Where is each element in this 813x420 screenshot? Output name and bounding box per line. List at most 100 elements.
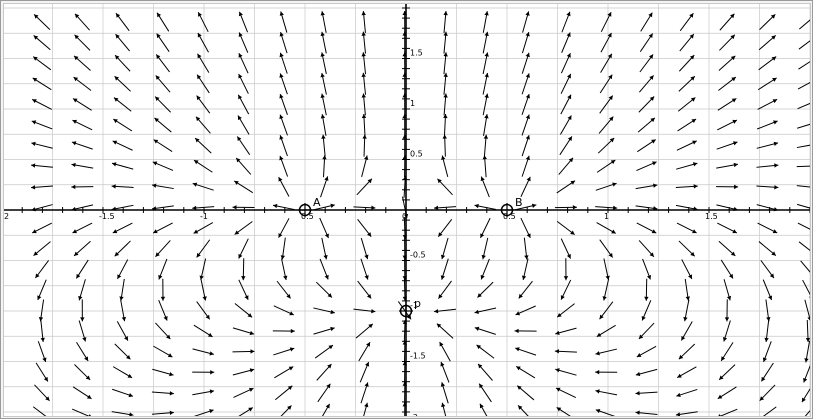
field-arrow <box>237 137 249 155</box>
field-arrowhead <box>170 391 174 395</box>
field-arrow <box>274 306 294 315</box>
field-arrow <box>281 238 286 260</box>
point-b[interactable]: B <box>500 196 523 217</box>
field-arrow <box>72 120 92 130</box>
field-arrow <box>604 258 610 280</box>
field-arrowhead <box>152 184 156 188</box>
field-arrow <box>195 138 211 153</box>
field-arrow <box>321 135 325 157</box>
field-arrowhead <box>122 317 126 321</box>
field-arrow <box>598 138 614 153</box>
field-arrowhead <box>330 327 334 331</box>
field-arrow <box>279 115 287 136</box>
field-arrowhead <box>157 34 161 39</box>
x-tick-label: 1.5 <box>705 212 718 221</box>
field-arrow <box>320 259 329 279</box>
field-arrow <box>721 342 733 361</box>
field-arrow <box>71 163 93 168</box>
field-arrow <box>636 391 658 395</box>
x-tick-label: 1 <box>604 212 609 221</box>
field-arrow <box>676 162 697 169</box>
field-arrow <box>321 176 329 197</box>
field-arrow <box>273 204 295 210</box>
field-arrowhead <box>595 370 599 374</box>
field-arrow <box>74 364 90 379</box>
field-arrow <box>72 223 92 233</box>
field-arrow <box>555 368 576 375</box>
field-arrow <box>561 239 571 259</box>
field-arrow <box>319 404 330 416</box>
field-arrow <box>115 241 131 256</box>
field-arrow <box>679 344 695 359</box>
field-arrowhead <box>515 329 519 333</box>
field-arrow <box>198 54 209 73</box>
field-arrow <box>194 160 212 172</box>
field-arrow <box>682 259 692 279</box>
field-arrow <box>112 162 133 169</box>
field-arrow <box>483 155 487 177</box>
field-arrow <box>757 142 778 149</box>
field-arrow <box>801 405 810 416</box>
field-arrowhead <box>653 183 657 187</box>
field-arrowhead <box>233 205 237 209</box>
field-arrow <box>161 279 165 301</box>
field-arrow <box>639 240 654 256</box>
field-arrow <box>239 280 249 300</box>
field-arrow <box>679 241 695 256</box>
field-arrow <box>717 120 737 130</box>
field-arrow <box>274 367 293 378</box>
field-arrow <box>676 412 698 416</box>
field-arrowhead <box>636 372 640 376</box>
field-arrowhead <box>484 135 488 139</box>
field-arrow-shaft <box>797 166 810 167</box>
field-arrow <box>597 325 616 336</box>
point-a[interactable]: A <box>298 196 321 217</box>
field-arrow-shaft <box>798 100 810 109</box>
field-arrow <box>241 258 245 280</box>
field-arrow <box>153 223 173 233</box>
field-arrowhead <box>321 114 325 118</box>
field-arrow <box>441 259 449 280</box>
field-arrowhead <box>161 297 165 301</box>
field-arrowhead <box>600 315 604 320</box>
field-arrow <box>321 114 326 136</box>
field-arrow <box>36 363 48 382</box>
field-arrowhead <box>362 11 366 15</box>
field-arrow <box>441 156 448 177</box>
field-arrow <box>799 15 810 29</box>
field-arrow <box>443 93 447 115</box>
field-arrowhead <box>483 155 487 159</box>
field-arrow <box>362 32 366 54</box>
field-arrow <box>719 56 735 71</box>
x-tick-label: 0.5 <box>301 212 314 221</box>
field-arrow <box>522 53 530 74</box>
field-arrow <box>276 406 291 416</box>
field-arrowhead <box>595 389 599 393</box>
field-arrow <box>475 327 496 335</box>
field-arrow <box>561 280 571 300</box>
field-arrow <box>73 387 91 399</box>
field-arrow <box>155 97 170 113</box>
field-arrow <box>32 223 52 233</box>
vector-field-canvas[interactable]: 2-1.5-10.500.511.51.510.5-0.5-1-1.5-2 AB… <box>4 4 810 416</box>
field-arrow <box>197 240 210 258</box>
field-arrowhead <box>250 349 254 353</box>
field-arrow <box>38 341 46 362</box>
field-arrow <box>194 223 213 234</box>
plot-area[interactable]: 2-1.5-10.500.511.51.510.5-0.5-1-1.5-2 AB… <box>3 3 811 417</box>
field-arrow <box>683 300 689 322</box>
field-arrow <box>193 349 214 356</box>
field-arrow <box>113 223 133 233</box>
field-arrow <box>279 135 287 156</box>
field-arrow <box>677 141 697 151</box>
field-arrow-shaft <box>801 261 810 278</box>
field-arrow <box>483 11 488 33</box>
field-arrow <box>637 223 657 233</box>
x-tick-label: -1 <box>200 212 208 221</box>
field-arrowhead <box>525 11 529 15</box>
field-arrow <box>799 242 810 256</box>
point-label: B <box>515 196 523 209</box>
field-arrow <box>481 259 490 279</box>
field-arrow <box>797 164 810 168</box>
